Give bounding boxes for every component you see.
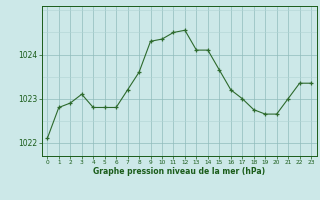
X-axis label: Graphe pression niveau de la mer (hPa): Graphe pression niveau de la mer (hPa)	[93, 167, 265, 176]
